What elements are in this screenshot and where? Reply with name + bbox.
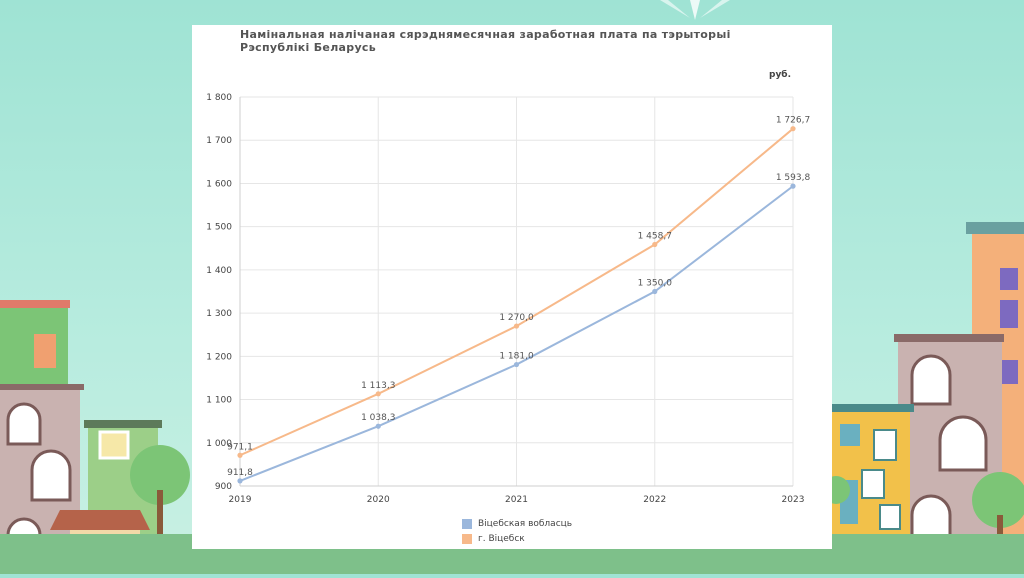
legend-label-region: Віцебская вобласць bbox=[478, 518, 573, 529]
legend-item-city[interactable]: г. Віцебск bbox=[462, 531, 572, 546]
legend-label-city: г. Віцебск bbox=[478, 533, 525, 544]
y-tick-label: 900 bbox=[215, 482, 232, 492]
x-tick-label: 2021 bbox=[505, 495, 528, 505]
data-label: 971,1 bbox=[227, 442, 253, 452]
data-point bbox=[652, 241, 658, 248]
y-tick-label: 1 500 bbox=[206, 223, 232, 233]
data-label: 1 350,0 bbox=[638, 279, 673, 289]
unit-label: руб. bbox=[769, 70, 792, 80]
data-point bbox=[790, 126, 796, 132]
data-label: 1 593,8 bbox=[776, 173, 811, 183]
data-point bbox=[375, 423, 381, 429]
x-tick-label: 2020 bbox=[367, 495, 390, 505]
line-chart: 900 1 000 1 100 1 200 1 300 1 400 1 500 1 600 1 … bbox=[206, 93, 811, 505]
data-point bbox=[513, 323, 520, 329]
x-tick-label: 2019 bbox=[229, 495, 252, 505]
data-label: 1 181,0 bbox=[499, 352, 534, 362]
legend-swatch-region bbox=[462, 518, 472, 529]
data-label: 1 113,3 bbox=[361, 381, 395, 391]
y-tick-label: 1 000 bbox=[206, 439, 232, 449]
x-tick-label: 2022 bbox=[643, 495, 666, 505]
legend-item-region[interactable]: Віцебская вобласць bbox=[462, 516, 572, 531]
legend-swatch-city bbox=[462, 533, 472, 544]
y-tick-label: 1 300 bbox=[206, 309, 232, 319]
data-point bbox=[237, 478, 243, 484]
x-tick-label: 2023 bbox=[782, 495, 805, 505]
data-point bbox=[652, 288, 658, 295]
data-point bbox=[375, 391, 381, 397]
data-label: 1 270,0 bbox=[499, 313, 534, 323]
y-tick-label: 1 200 bbox=[206, 352, 232, 362]
data-label: 1 726,7 bbox=[776, 116, 810, 126]
data-label: 1 458,7 bbox=[638, 232, 672, 242]
chart-panel: Намінальная налічаная сярэднямесячная за… bbox=[192, 25, 832, 549]
y-tick-label: 1 700 bbox=[206, 136, 232, 146]
y-tick-label: 1 400 bbox=[206, 266, 232, 276]
y-tick-label: 1 100 bbox=[206, 396, 232, 406]
data-point bbox=[513, 361, 520, 368]
y-tick-label: 1 600 bbox=[206, 179, 232, 189]
data-label: 1 038,3 bbox=[361, 413, 395, 423]
chart-legend: Віцебская вобласць г. Віцебск bbox=[462, 516, 572, 546]
data-point bbox=[790, 183, 796, 189]
data-label: 911,8 bbox=[227, 468, 253, 478]
chart-title: Намінальная налічаная сярэднямесячная за… bbox=[240, 28, 731, 54]
y-tick-label: 1 800 bbox=[206, 93, 232, 103]
data-point bbox=[237, 452, 243, 458]
